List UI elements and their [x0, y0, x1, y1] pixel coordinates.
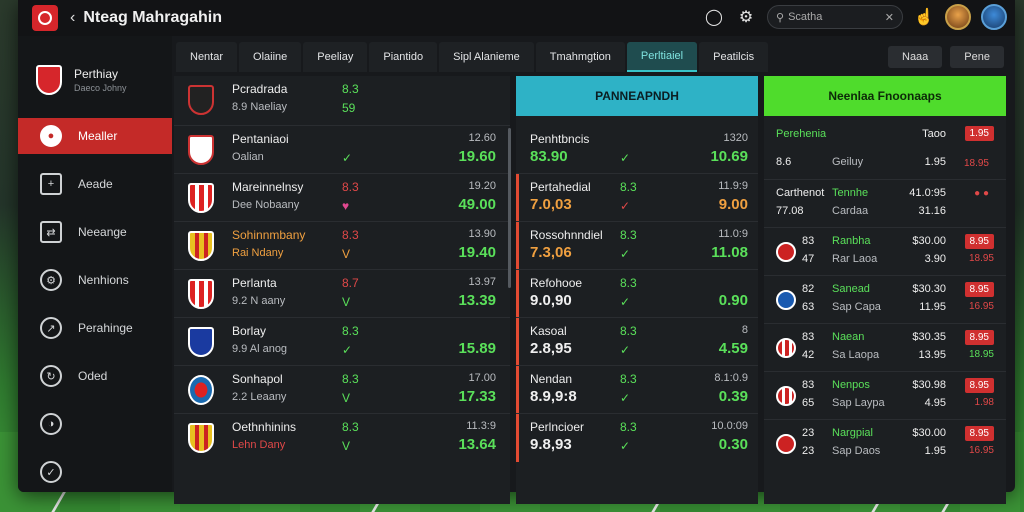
list-item[interactable]: Sohinnmbany Rai Ndany 8.3 V 13.90 19.40 — [174, 222, 510, 270]
user-icon: ● — [40, 125, 62, 147]
list-item[interactable]: Nendan 8.9,9:8 8.3 ✓ 8.1:0.9 0.39 — [516, 366, 758, 414]
shuffle-icon: ↻ — [40, 365, 62, 387]
check-icon: ✓ — [40, 461, 62, 483]
club-crest-icon — [188, 423, 214, 453]
bell-icon[interactable]: ☝ — [914, 9, 934, 26]
sidebar-item-label: Nenhions — [78, 273, 129, 287]
tab-olaiine[interactable]: Olaiine — [239, 42, 302, 72]
list-item[interactable]: 8.6 Geiluy 1.95 18.95 — [764, 152, 1006, 180]
club-crest-icon — [776, 386, 796, 406]
search-placeholder: Scatha — [788, 11, 823, 23]
search-input[interactable]: ⚲ Scatha ✕ — [767, 5, 903, 29]
list-item[interactable]: Perlanta 9.2 N aany 8.7 V 13.97 13.39 — [174, 270, 510, 318]
list-item[interactable]: 82 63 Sanead Sap Capa $30.30 11.95 8.95 16.95 — [764, 276, 1006, 324]
avatar[interactable] — [945, 4, 971, 30]
tab-sipl-alanieme[interactable]: Sipl Alanieme — [439, 42, 534, 72]
tab-piantido[interactable]: Piantido — [369, 42, 438, 72]
club-crest-icon — [188, 327, 214, 357]
club-header[interactable]: Perthiay Daeco Johny — [18, 36, 172, 112]
stats-panel: PANNEAPNDH Penhtbncis 83.90 ✓ 1320 10.69 Per… — [516, 76, 758, 504]
club-subtitle: Daeco Johny — [74, 83, 127, 93]
sidebar-item-label: Perahinge — [78, 321, 133, 335]
sidebar: Perthiay Daeco Johny ● Mealler + Aeade ⇄ Ne… — [18, 36, 172, 492]
list-item[interactable]: Kasoal 2.8,95 8.3 ✓ 8 4.59 — [516, 318, 758, 366]
panneapndh-button[interactable]: PANNEAPNDH — [516, 76, 758, 116]
tab-perltiaiel[interactable]: Perltiaiel — [626, 42, 698, 72]
gear-icon: ⚙ — [40, 269, 62, 291]
sidebar-item-label: Mealler — [78, 129, 118, 143]
tab-nentar[interactable]: Nentar — [176, 42, 238, 72]
top-bar: ‹ Nteag Mahragahin ◯ ⚙ ⚲ Scatha ✕ ☝ — [18, 0, 1015, 36]
list-item[interactable]: Refohooe 9.0,90 8.3 ✓ 0.90 — [516, 270, 758, 318]
club-crest-icon — [188, 85, 214, 115]
list-item[interactable]: Pentaniaoi Oalian ✓ 12.60 19.60 — [174, 126, 510, 174]
club-crest-icon — [188, 183, 214, 213]
sidebar-item-perahinge[interactable]: ↗ Perahinge — [18, 304, 172, 352]
list-item[interactable]: Perlncioer 9.8,93 8.3 ✓ 10.0:09 0.30 — [516, 414, 758, 462]
scrollbar[interactable] — [508, 128, 511, 288]
sidebar-item-ball[interactable]: ◑ — [18, 400, 172, 448]
sidebar-item-label: Aeade — [78, 177, 113, 191]
list-item[interactable]: 83 42 Naean Sa Laopa $30.35 13.95 8.95 18.95 — [764, 324, 1006, 372]
transfer-panel: Neenlaa Fnoonaaps Perehenia Taoo 1.95 8.6 G… — [764, 76, 1006, 504]
sidebar-item-label: Oded — [78, 369, 108, 383]
sidebar-item-nenhions[interactable]: ⚙ Nenhions — [18, 256, 172, 304]
list-item[interactable]: 83 65 Nenpos Sap Laypa $30.98 4.95 8.95 1.98 — [764, 372, 1006, 420]
settings-icon[interactable]: ⚙ — [738, 9, 754, 26]
list-item[interactable]: Sonhapol 2.2 Leaany 8.3 V 17.00 17.33 — [174, 366, 510, 414]
list-item[interactable]: Oethnhinins Lehn Dany 8.3 V 11.3:9 13.64 — [174, 414, 510, 462]
list-item[interactable]: Pertahedial 7.0,03 8.3 ✓ 11.9:9 9.00 — [516, 174, 758, 222]
ball-icon: ◑ — [40, 413, 62, 435]
document-icon: + — [40, 173, 62, 195]
list-item[interactable]: 83 47 Ranbha Rar Laoa $30.00 3.90 8.95 18.95 — [764, 228, 1006, 276]
club-crest-icon — [188, 375, 214, 405]
list-item[interactable]: Penhtbncis 83.90 ✓ 1320 10.69 — [516, 126, 758, 174]
tab-bar: Nentar Olaiine Peeliay Piantido Sipl Ala… — [172, 42, 1010, 72]
club-crest-icon — [188, 279, 214, 309]
tab-peeliay[interactable]: Peeliay — [303, 42, 368, 72]
search-icon: ⚲ — [776, 11, 785, 24]
club-crest-icon — [188, 231, 214, 261]
list-item[interactable]: Pcradrada 8.9 Naeliay 8.3 59 — [174, 76, 510, 126]
club-crest-icon — [36, 65, 62, 95]
tab-peatilcis[interactable]: Peatilcis — [699, 42, 769, 72]
club-crest-icon — [776, 338, 796, 358]
list-item[interactable]: Carthenot 77.08 Tennhe Cardaa 41.0:95 31.16 ● … — [764, 180, 1006, 228]
list-item[interactable]: Rossohnndiel 7.3,06 8.3 ✓ 11.0:9 11.08 — [516, 222, 758, 270]
sidebar-item-neeange[interactable]: ⇄ Neeange — [18, 208, 172, 256]
club-name: Perthiay — [74, 67, 119, 81]
sidebar-item-check[interactable]: ✓ — [18, 448, 172, 492]
tab-tmahmgtion[interactable]: Tmahmgtion — [535, 42, 625, 72]
sidebar-item-label: Neeange — [78, 225, 127, 239]
sidebar-item-mealler[interactable]: ● Mealler — [18, 118, 172, 154]
player-list-panel: Pcradrada 8.9 Naeliay 8.3 59 Pentaniaoi Oali… — [174, 76, 510, 504]
club-crest-icon — [776, 242, 796, 262]
chart-icon: ↗ — [40, 317, 62, 339]
app-title: Nteag Mahragahin — [83, 9, 223, 26]
transfer-icon: ⇄ — [40, 221, 62, 243]
headset-icon[interactable]: ◯ — [705, 9, 723, 26]
list-item[interactable]: 23 23 Nargpial Sap Daos $30.00 1.95 8.95 16.95 — [764, 420, 1006, 468]
list-item[interactable]: Mareinnelnsy Dee Nobaany 8.3 ♥ 19.20 49.00 — [174, 174, 510, 222]
app-logo-icon[interactable] — [32, 5, 58, 31]
avatar-secondary[interactable] — [981, 4, 1007, 30]
back-button[interactable]: ‹ — [70, 9, 76, 26]
club-crest-icon — [188, 135, 214, 165]
list-item[interactable]: Borlay 9.9 Al anog 8.3 ✓ 15.89 — [174, 318, 510, 366]
club-crest-icon — [776, 290, 796, 310]
pene-button[interactable]: Pene — [950, 46, 1004, 68]
club-crest-icon — [776, 434, 796, 454]
naaa-button[interactable]: Naaa — [888, 46, 943, 68]
clear-search-icon[interactable]: ✕ — [884, 11, 894, 24]
sidebar-item-aeade[interactable]: + Aeade — [18, 160, 172, 208]
neenlaa-fnoonaaps-button[interactable]: Neenlaa Fnoonaaps — [764, 76, 1006, 116]
sidebar-item-oded[interactable]: ↻ Oded — [18, 352, 172, 400]
list-item[interactable]: Perehenia Taoo 1.95 — [764, 126, 1006, 152]
